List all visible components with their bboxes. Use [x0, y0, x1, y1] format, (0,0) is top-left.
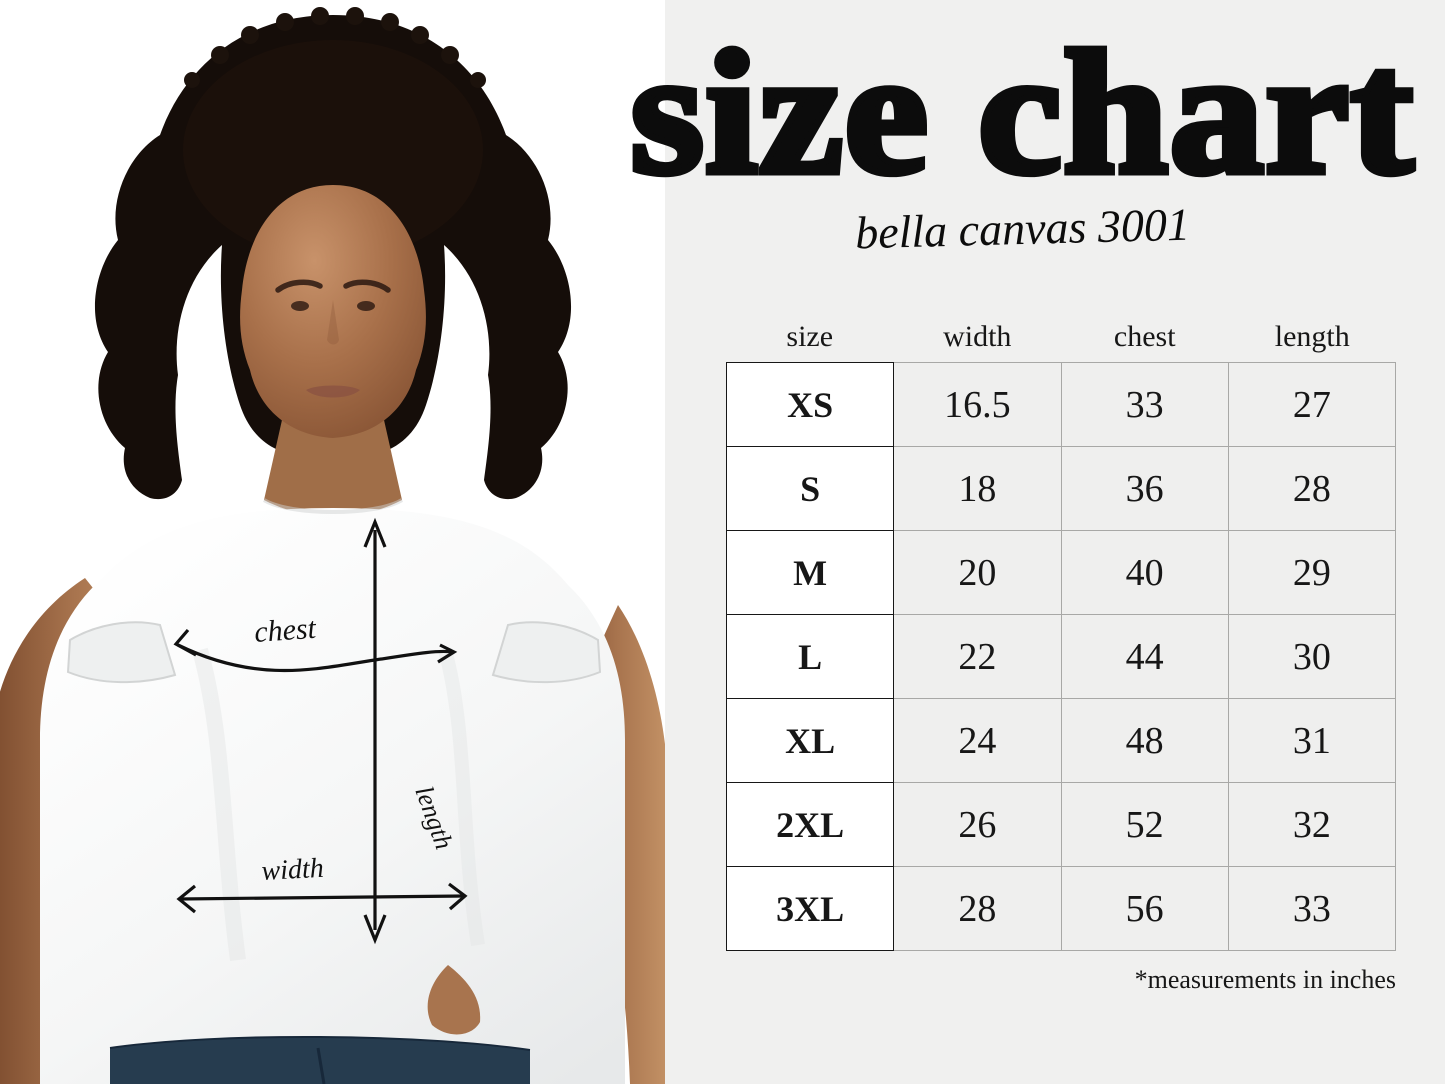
svg-text:chest: chest	[253, 612, 317, 649]
svg-text:width: width	[261, 853, 325, 887]
